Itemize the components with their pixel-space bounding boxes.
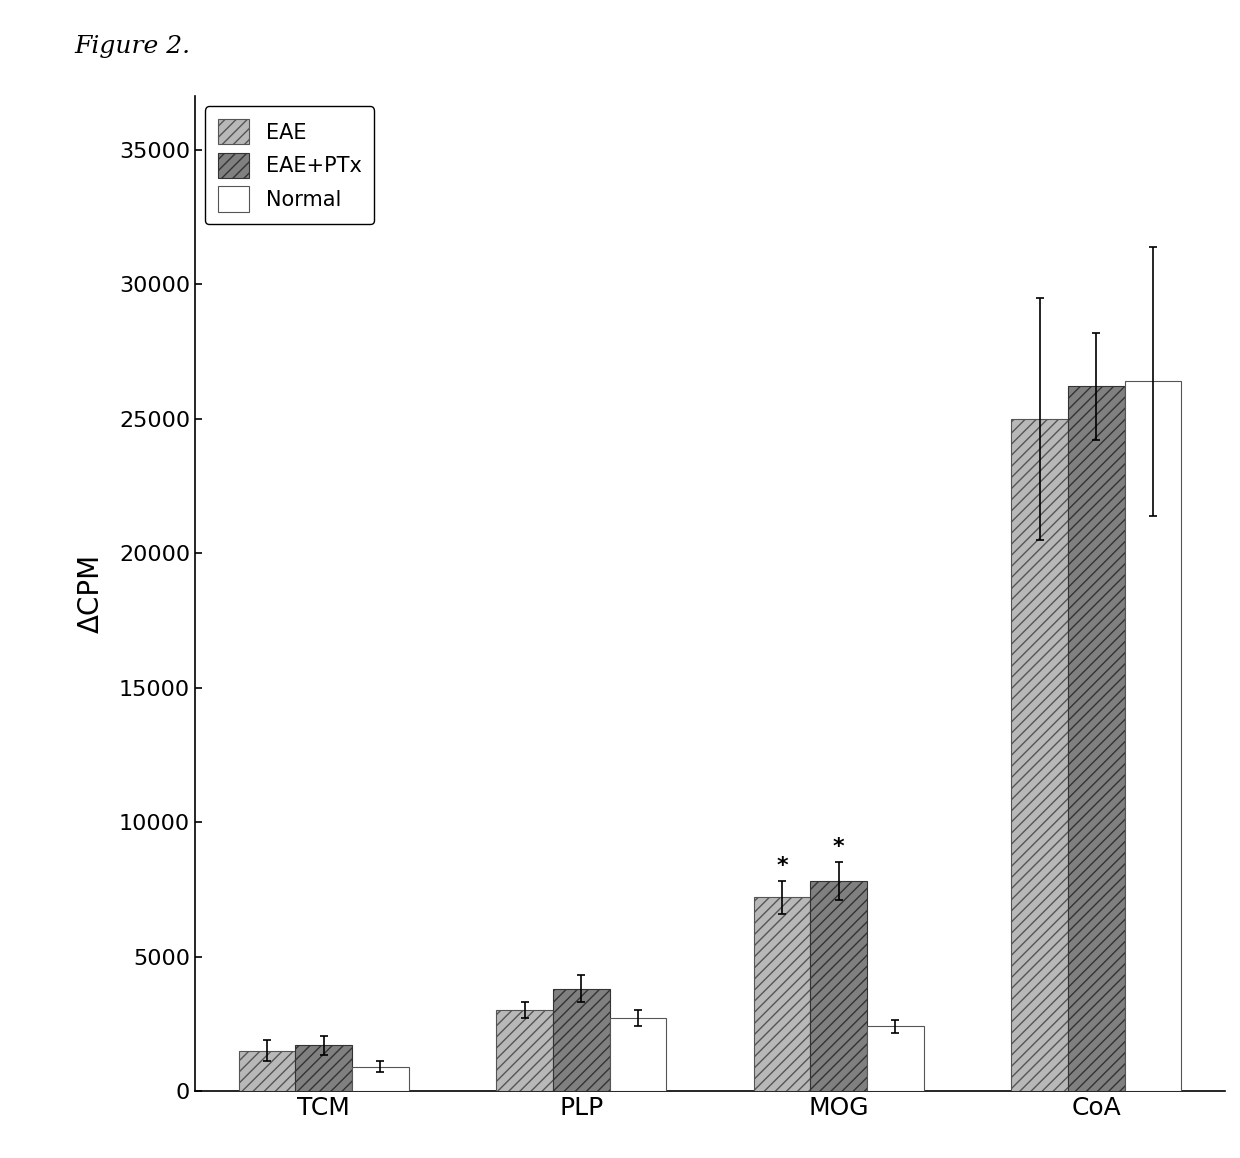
Bar <box>867 1026 924 1091</box>
Legend: EAE, EAE+PTx, Normal: EAE, EAE+PTx, Normal <box>206 107 374 225</box>
Text: Figure 2.: Figure 2. <box>74 35 191 58</box>
Bar <box>811 881 867 1091</box>
Bar <box>610 1018 666 1091</box>
Text: *: * <box>833 837 844 857</box>
Bar <box>496 1010 553 1091</box>
Bar <box>754 897 811 1091</box>
Bar <box>1068 387 1125 1091</box>
Bar <box>1125 381 1182 1091</box>
Text: *: * <box>776 856 787 875</box>
Bar <box>553 989 610 1091</box>
Bar <box>238 1050 295 1091</box>
Bar <box>295 1046 352 1091</box>
Bar <box>352 1067 409 1091</box>
Bar <box>1012 419 1068 1091</box>
Text: Figure 2.: Figure 2. <box>74 35 191 58</box>
Y-axis label: ΔCPM: ΔCPM <box>77 554 105 633</box>
